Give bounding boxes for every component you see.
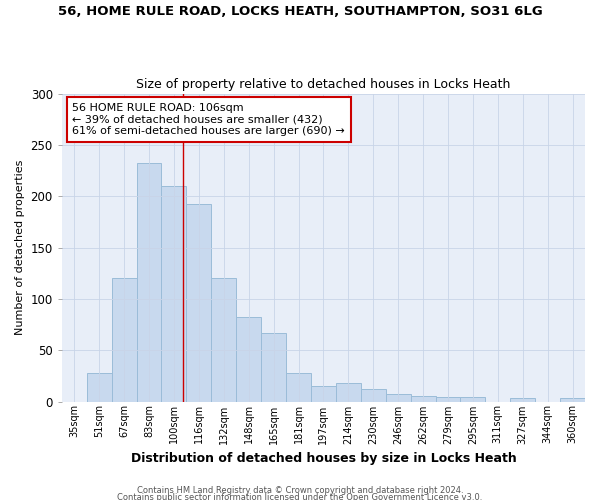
- Bar: [187, 204, 211, 402]
- Bar: [286, 373, 311, 402]
- Bar: [386, 394, 410, 402]
- Bar: [410, 396, 436, 402]
- Bar: [211, 278, 236, 402]
- Bar: [112, 278, 137, 402]
- Bar: [261, 332, 286, 402]
- Bar: [361, 389, 386, 402]
- Text: 56, HOME RULE ROAD, LOCKS HEATH, SOUTHAMPTON, SO31 6LG: 56, HOME RULE ROAD, LOCKS HEATH, SOUTHAM…: [58, 5, 542, 18]
- Y-axis label: Number of detached properties: Number of detached properties: [15, 160, 25, 335]
- Title: Size of property relative to detached houses in Locks Heath: Size of property relative to detached ho…: [136, 78, 511, 91]
- Bar: [161, 186, 187, 402]
- Text: 56 HOME RULE ROAD: 106sqm
← 39% of detached houses are smaller (432)
61% of semi: 56 HOME RULE ROAD: 106sqm ← 39% of detac…: [72, 103, 345, 136]
- Bar: [560, 398, 585, 402]
- Bar: [137, 164, 161, 402]
- Bar: [510, 398, 535, 402]
- Bar: [311, 386, 336, 402]
- Text: Contains public sector information licensed under the Open Government Licence v3: Contains public sector information licen…: [118, 494, 482, 500]
- Bar: [336, 383, 361, 402]
- Bar: [236, 318, 261, 402]
- X-axis label: Distribution of detached houses by size in Locks Heath: Distribution of detached houses by size …: [131, 452, 516, 465]
- Bar: [87, 373, 112, 402]
- Text: Contains HM Land Registry data © Crown copyright and database right 2024.: Contains HM Land Registry data © Crown c…: [137, 486, 463, 495]
- Bar: [460, 398, 485, 402]
- Bar: [436, 398, 460, 402]
